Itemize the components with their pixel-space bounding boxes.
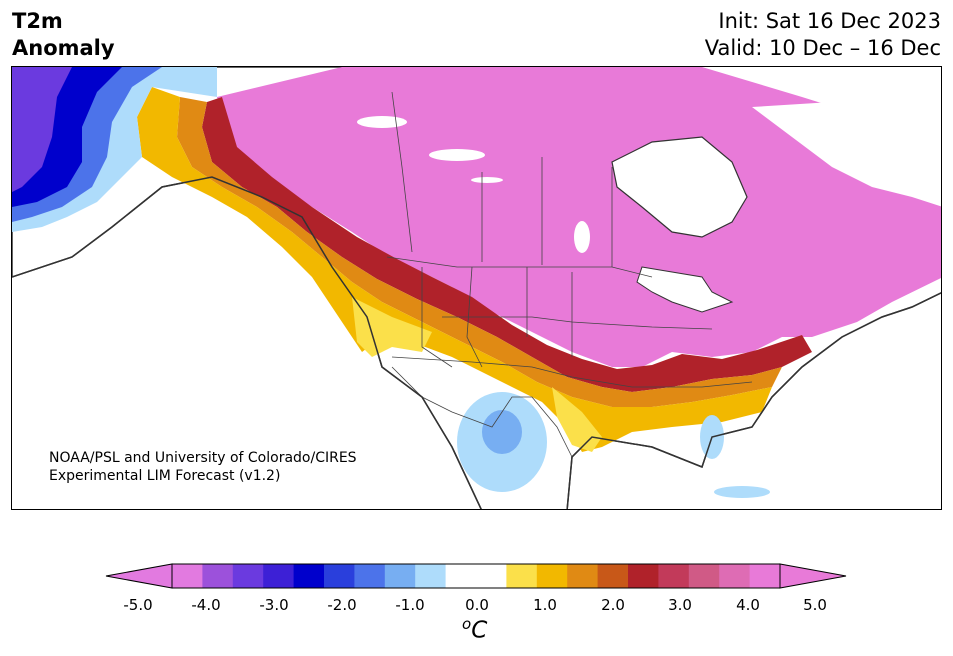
- great-lakes: [636, 266, 734, 313]
- colorbar-swatch: [536, 564, 568, 588]
- colorbar-swatch: [688, 564, 720, 588]
- colorbar-swatch: [506, 564, 538, 588]
- colorbar-tick-label: -4.0: [191, 596, 221, 614]
- colorbar-tick-label: 5.0: [803, 596, 827, 614]
- attribution: NOAA/PSL and University of Colorado/CIRE…: [49, 449, 357, 485]
- colorbar-tick-label: 2.0: [601, 596, 625, 614]
- unit-celsius: C: [471, 617, 488, 644]
- cold-anomaly-cuba: [714, 486, 770, 498]
- colorbar-unit: oC: [462, 615, 487, 644]
- colorbar-swatch: [202, 564, 234, 588]
- baffin-water: [752, 102, 941, 207]
- colorbar-swatch: [384, 564, 416, 588]
- lake-athabasca: [471, 177, 503, 183]
- unit-degree: o: [462, 615, 472, 633]
- lake-winnipeg: [574, 221, 590, 253]
- colorbar-swatch: [658, 564, 690, 588]
- colorbar-swatch: [719, 564, 751, 588]
- colorbar-tick-label: 0.0: [465, 596, 489, 614]
- lake-great-bear: [357, 116, 407, 128]
- colorbar-right-arrow: [779, 563, 847, 589]
- init-date: Init: Sat 16 Dec 2023: [718, 9, 941, 33]
- forecast-dates: Init: Sat 16 Dec 2023 Valid: 10 Dec – 16…: [705, 8, 941, 62]
- colorbar-swatch: [263, 564, 295, 588]
- warm-anomaly-yellow-south: [552, 387, 602, 452]
- colorbar-swatch: [172, 564, 203, 588]
- colorbar-tick-label: -5.0: [123, 596, 153, 614]
- valid-range: Valid: 10 Dec – 16 Dec: [704, 36, 941, 60]
- attribution-line-1: NOAA/PSL and University of Colorado/CIRE…: [49, 450, 357, 466]
- warm-anomaly-yellow: [352, 297, 432, 357]
- colorbar-swatch: [293, 564, 325, 588]
- colorbar-swatch: [445, 564, 477, 588]
- colorbar-swatch: [476, 564, 507, 588]
- anomaly-map: [11, 66, 942, 510]
- colorbar-left-arrow: [105, 563, 173, 589]
- colorbar: [105, 563, 847, 589]
- cold-anomaly-purple: [12, 67, 72, 192]
- colorbar-ticks: -5.0 -4.0 -3.0 -2.0 -1.0 0.0 1.0 2.0 3.0…: [0, 596, 953, 616]
- colorbar-tick-label: -2.0: [327, 596, 357, 614]
- colorbar-swatches: [172, 564, 781, 588]
- political-boundaries: [386, 91, 753, 458]
- map-title: T2m Anomaly: [12, 8, 115, 62]
- colorbar-swatch: [324, 564, 355, 588]
- cold-anomaly-mexico-core: [482, 410, 522, 454]
- colorbar-tick-label: -3.0: [259, 596, 289, 614]
- coastlines: [12, 176, 941, 509]
- colorbar-swatch: [597, 564, 629, 588]
- colorbar-swatch: [749, 564, 781, 588]
- colorbar-swatch: [628, 564, 659, 588]
- colorbar-tick-label: 3.0: [668, 596, 692, 614]
- field-label: Anomaly: [12, 36, 115, 60]
- attribution-line-2: Experimental LIM Forecast (v1.2): [49, 468, 281, 484]
- colorbar-tick-label: -1.0: [395, 596, 425, 614]
- colorbar-tick-label: 1.0: [533, 596, 557, 614]
- hudson-bay: [611, 136, 748, 238]
- warm-anomaly-pink: [217, 67, 941, 367]
- colorbar-swatch: [354, 564, 386, 588]
- colorbar-tick-label: 4.0: [736, 596, 760, 614]
- map-canvas: [12, 67, 941, 509]
- variable-label: T2m: [12, 9, 63, 33]
- arctic-water: [702, 67, 941, 147]
- colorbar-swatch: [415, 564, 447, 588]
- warm-anomaly-orange: [177, 97, 782, 407]
- warm-anomaly-crimson: [202, 97, 812, 392]
- lake-great-slave: [429, 149, 485, 161]
- colorbar-swatch: [567, 564, 599, 588]
- colorbar-swatch: [232, 564, 264, 588]
- colorbar-outline: [171, 563, 781, 589]
- warm-anomaly-gold: [137, 87, 772, 452]
